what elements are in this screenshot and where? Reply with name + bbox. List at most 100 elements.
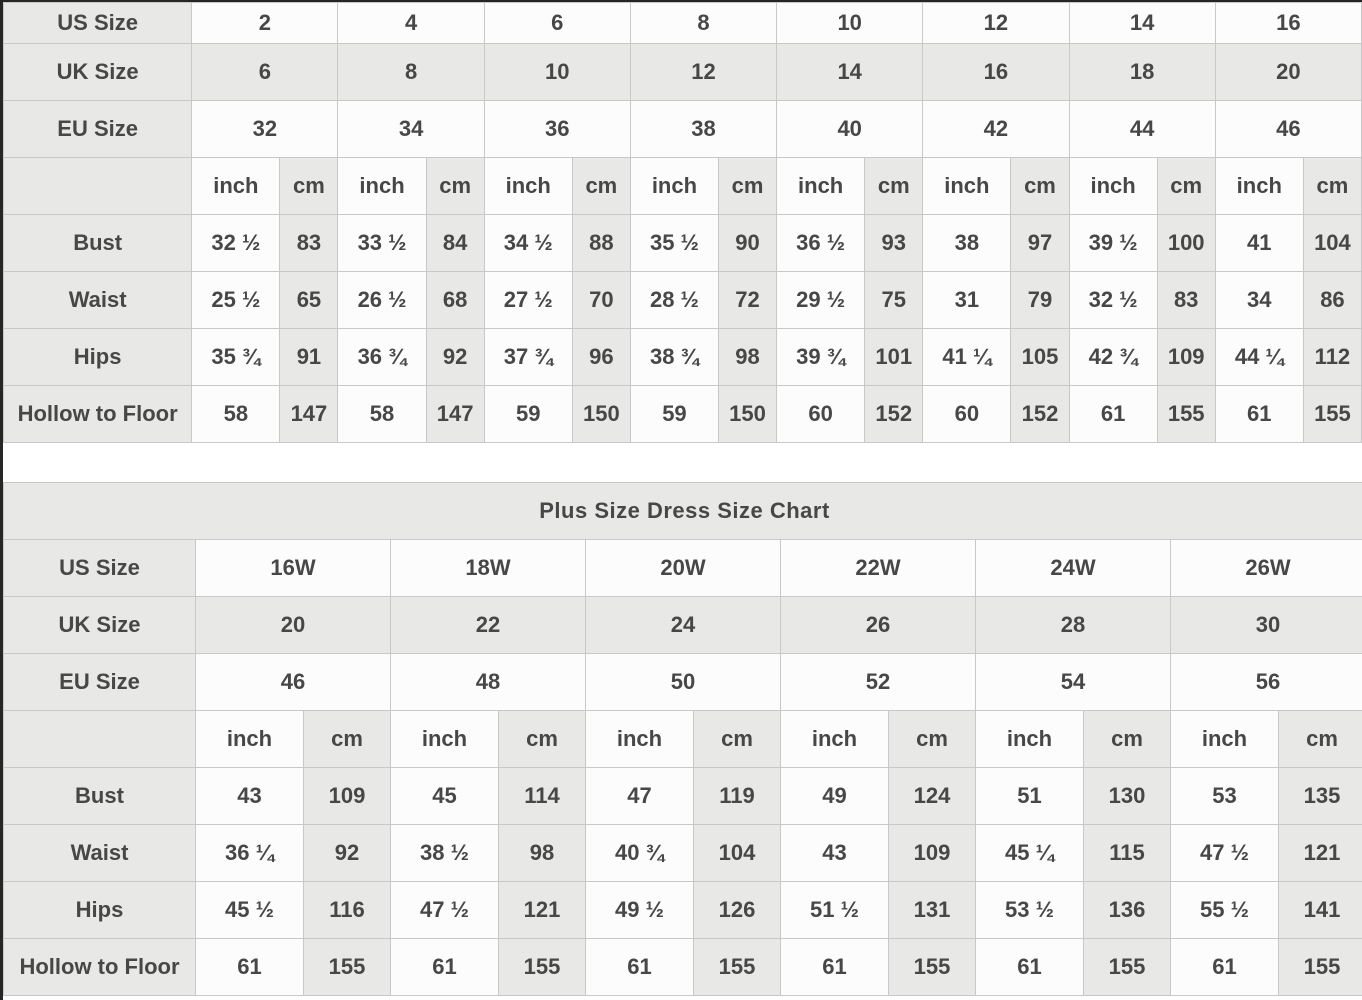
measurement-cm-value: 98 (498, 824, 586, 882)
measurement-inch-value: 42 ¾ (1068, 328, 1158, 386)
measurement-cm-value: 155 (1083, 938, 1171, 996)
measurement-inch-value: 60 (922, 385, 1012, 443)
row-label-bust: Bust (2, 214, 193, 272)
size-value: 8 (337, 43, 485, 101)
measurement-inch-value: 32 ½ (191, 214, 281, 272)
size-value: 46 (195, 653, 391, 711)
measurement-inch-value: 27 ½ (483, 271, 573, 329)
measurement-cm-value: 135 (1277, 767, 1362, 825)
measurement-inch-value: 39 ¾ (776, 328, 866, 386)
measurement-inch-value: 53 ½ (975, 881, 1084, 939)
measurement-inch-value: 59 (629, 385, 720, 443)
size-value: 16 (1214, 2, 1362, 44)
measurement-cm-value: 116 (303, 881, 391, 939)
measurement-inch-value: 32 ½ (1068, 271, 1158, 329)
size-value: 34 (337, 100, 485, 158)
unit-inch-label: inch (776, 157, 866, 215)
unit-cm-label: cm (279, 157, 339, 215)
measurement-cm-value: 72 (717, 271, 778, 329)
measurement-inch-value: 35 ½ (629, 214, 720, 272)
unit-cm-label: cm (693, 710, 781, 768)
measurement-cm-value: 141 (1277, 881, 1362, 939)
measurement-cm-value: 79 (1010, 271, 1070, 329)
unit-cm-label: cm (717, 157, 778, 215)
measurement-cm-value: 112 (1302, 328, 1362, 386)
row-label-hips: Hips (3, 881, 196, 939)
size-value: 36 (483, 100, 631, 158)
measurement-inch-value: 61 (390, 938, 499, 996)
size-value: 16W (195, 539, 391, 597)
size-value: 44 (1068, 100, 1216, 158)
measurement-cm-value: 152 (864, 385, 924, 443)
unit-cm-label: cm (1010, 157, 1070, 215)
row-label-hollow-to-floor: Hollow to Floor (2, 385, 193, 443)
measurement-inch-value: 45 (390, 767, 499, 825)
size-value: 22W (780, 539, 976, 597)
size-value: 32 (191, 100, 339, 158)
measurement-inch-value: 61 (1068, 385, 1158, 443)
measurement-inch-value: 47 ½ (1170, 824, 1279, 882)
measurement-inch-value: 34 (1214, 271, 1304, 329)
size-value: 46 (1214, 100, 1362, 158)
size-value: 6 (191, 43, 339, 101)
measurement-inch-value: 61 (1214, 385, 1304, 443)
measurement-cm-value: 155 (303, 938, 391, 996)
unit-cm-label: cm (425, 157, 485, 215)
unit-inch-label: inch (337, 157, 427, 215)
measurement-inch-value: 38 ¾ (629, 328, 720, 386)
measurement-cm-value: 152 (1010, 385, 1070, 443)
measurement-inch-value: 59 (483, 385, 573, 443)
measurement-cm-value: 155 (888, 938, 976, 996)
measurement-inch-value: 25 ½ (191, 271, 281, 329)
row-label-uk-size: UK Size (2, 43, 193, 101)
measurement-cm-value: 130 (1083, 767, 1171, 825)
measurement-cm-value: 98 (717, 328, 778, 386)
measurement-cm-value: 90 (717, 214, 778, 272)
size-value: 38 (629, 100, 778, 158)
measurement-inch-value: 51 ½ (780, 881, 889, 939)
size-value: 14 (776, 43, 924, 101)
measurement-inch-value: 61 (780, 938, 889, 996)
row-label-us-size: US Size (3, 539, 196, 597)
measurement-cm-value: 109 (303, 767, 391, 825)
measurement-cm-value: 65 (279, 271, 339, 329)
measurement-inch-value: 36 ¼ (195, 824, 304, 882)
row-label-uk-size: UK Size (3, 596, 196, 654)
plus-chart-title: Plus Size Dress Size Chart (2, 482, 1362, 540)
measurement-inch-value: 58 (191, 385, 281, 443)
unit-inch-label: inch (483, 157, 573, 215)
measurement-cm-value: 91 (279, 328, 339, 386)
measurement-cm-value: 68 (425, 271, 485, 329)
size-value: 24 (585, 596, 781, 654)
measurement-inch-value: 49 (780, 767, 889, 825)
measurement-cm-value: 101 (864, 328, 924, 386)
measurement-inch-value: 38 (922, 214, 1012, 272)
size-value: 28 (975, 596, 1171, 654)
measurement-inch-value: 45 ¼ (975, 824, 1084, 882)
measurement-inch-value: 55 ½ (1170, 881, 1279, 939)
measurement-cm-value: 109 (1156, 328, 1216, 386)
size-value: 18 (1068, 43, 1216, 101)
measurement-cm-value: 155 (1302, 385, 1362, 443)
measurement-cm-value: 88 (571, 214, 631, 272)
unit-cm-label: cm (888, 710, 976, 768)
measurement-inch-value: 61 (975, 938, 1084, 996)
measurement-cm-value: 155 (1277, 938, 1362, 996)
measurement-inch-value: 61 (195, 938, 304, 996)
measurement-cm-value: 100 (1156, 214, 1216, 272)
measurement-inch-value: 58 (337, 385, 427, 443)
size-value: 6 (483, 2, 631, 44)
size-value: 12 (629, 43, 778, 101)
measurement-inch-value: 35 ¾ (191, 328, 281, 386)
measurement-inch-value: 51 (975, 767, 1084, 825)
measurement-inch-value: 37 ¾ (483, 328, 573, 386)
row-label-bust: Bust (3, 767, 196, 825)
measurement-inch-value: 33 ½ (337, 214, 427, 272)
measurement-cm-value: 115 (1083, 824, 1171, 882)
measurement-cm-value: 92 (303, 824, 391, 882)
measurement-cm-value: 114 (498, 767, 586, 825)
unit-cm-label: cm (1277, 710, 1362, 768)
size-value: 16 (922, 43, 1070, 101)
unit-cm-label: cm (498, 710, 586, 768)
size-value: 50 (585, 653, 781, 711)
